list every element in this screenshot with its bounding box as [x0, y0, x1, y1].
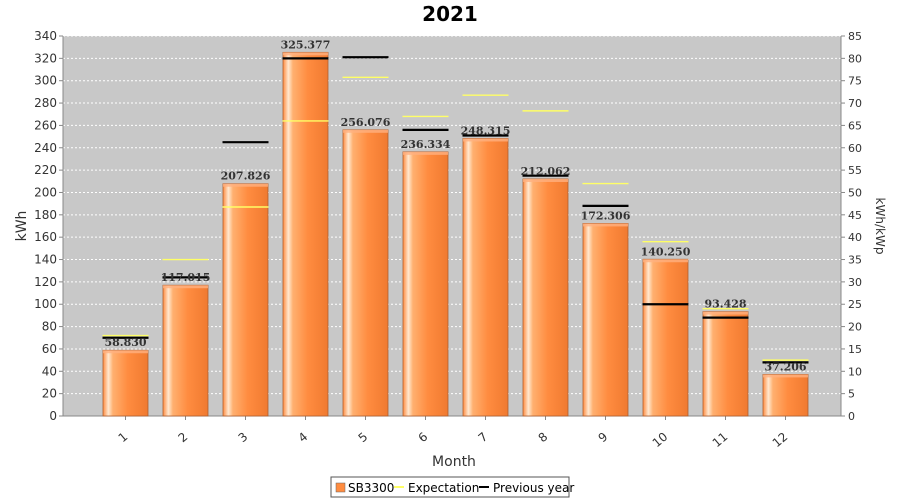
x-axis-label: Month: [432, 454, 476, 470]
bar: [522, 178, 569, 417]
y-tick-label: 140: [34, 253, 57, 267]
y2-tick-label: 80: [848, 52, 862, 65]
y-tick-label: 80: [42, 320, 57, 334]
legend-box: [330, 476, 570, 498]
bar-cap: [403, 151, 448, 155]
bar: [342, 129, 389, 417]
x-tick-label: 2: [176, 430, 191, 446]
y2-tick-label: 60: [848, 142, 862, 155]
y2-tick-label: 85: [848, 30, 862, 43]
y-tick-label: 300: [34, 74, 57, 88]
x-tick-label: 12: [770, 430, 791, 451]
bar-value-label: 212.062: [521, 165, 571, 178]
x-tick-label: 4: [296, 430, 311, 446]
markers: [102, 56, 809, 364]
value-labels: 58.830 117.015 207.826 325.377 256.076 236.33…: [104, 38, 806, 373]
y2-tick-label: 65: [848, 119, 862, 132]
y-tick-label: 100: [34, 297, 57, 311]
y2-tick-label: 15: [848, 343, 862, 356]
bar-value-label: 37.206: [764, 360, 806, 373]
y-tick-label: 220: [34, 163, 57, 177]
y2-tick-label: 75: [848, 75, 862, 88]
bar-value-label: 256.076: [341, 116, 391, 129]
bar-cap: [703, 311, 748, 315]
bar-cap: [763, 374, 808, 378]
bar-cap: [283, 52, 328, 56]
bar-cap: [343, 129, 388, 133]
y2-tick-label: 20: [848, 321, 862, 334]
y-tick-label: 60: [42, 342, 57, 356]
x-tick-label: 11: [710, 430, 731, 451]
bar: [702, 311, 749, 417]
bar-value-label: 93.428: [704, 298, 746, 311]
legend: SB3300 Expectation Previous year: [330, 476, 574, 498]
x-tick-label: 10: [650, 430, 671, 451]
bar: [402, 151, 449, 417]
bar: [222, 183, 269, 417]
legend-label-sb3300: SB3300: [348, 481, 394, 495]
y2-tick-label: 30: [848, 276, 862, 289]
legend-label-previous-year: Previous year: [493, 481, 574, 495]
y2-tick-label: 70: [848, 97, 862, 110]
bar-cap: [583, 223, 628, 227]
x-tick-label: 9: [596, 430, 611, 446]
bar-cap: [163, 285, 208, 289]
x-tick-label: 3: [236, 430, 251, 446]
y2-tick-label: 50: [848, 186, 862, 199]
x-tick-label: 5: [356, 430, 371, 446]
bar-cap: [223, 183, 268, 187]
chart-title: 2021: [422, 2, 478, 26]
bar-value-label: 117.015: [161, 271, 211, 284]
y2-tick-label: 45: [848, 209, 862, 222]
y2-axis-label: kWh/kWp: [873, 198, 887, 255]
y2-tick-label: 55: [848, 164, 862, 177]
legend-swatch-sb3300: [335, 482, 346, 493]
y2-tick-label: 5: [848, 388, 855, 401]
y-tick-label: 120: [34, 275, 57, 289]
bar-value-label: 325.377: [281, 38, 331, 51]
y-tick-label: 160: [34, 230, 57, 244]
bar: [282, 51, 329, 417]
y-tick-label: 340: [34, 29, 57, 43]
y2-tick-label: 0: [848, 410, 855, 423]
bars: [102, 51, 809, 417]
y-tick-label: 320: [34, 51, 57, 65]
legend-label-expectation: Expectation: [408, 481, 479, 495]
bar: [762, 374, 809, 417]
y-tick-label: 40: [42, 364, 57, 378]
bar: [462, 138, 509, 417]
y-tick-label: 180: [34, 208, 57, 222]
bar-value-label: 248.315: [461, 124, 511, 137]
x-tick-label: 7: [476, 430, 491, 446]
y-tick-label: 20: [42, 387, 57, 401]
bar-value-label: 140.250: [641, 245, 691, 258]
y2-tick-label: 40: [848, 231, 862, 244]
bar: [102, 349, 149, 417]
x-tick-label: 6: [416, 430, 431, 446]
bar-value-label: 172.306: [581, 209, 631, 222]
bar: [582, 223, 629, 417]
y-tick-label: 260: [34, 118, 57, 132]
bar: [162, 284, 209, 417]
bar-cap: [463, 138, 508, 142]
y2-tick-label: 10: [848, 365, 862, 378]
y-tick-label: 240: [34, 141, 57, 155]
y-tick-label: 280: [34, 96, 57, 110]
y-axis-label: kWh: [14, 211, 30, 242]
bar-value-label: 58.830: [104, 336, 146, 349]
bar-cap: [643, 259, 688, 263]
bar-cap: [523, 178, 568, 182]
x-tick-label: 8: [536, 430, 551, 446]
bar-value-label: 236.334: [401, 138, 451, 151]
bar-value-label: 207.826: [221, 170, 271, 183]
bar: [642, 258, 689, 417]
y2-tick-label: 25: [848, 298, 862, 311]
y-tick-label: 0: [49, 409, 57, 423]
y2-tick-label: 35: [848, 254, 862, 267]
y-tick-label: 200: [34, 185, 57, 199]
x-tick-label: 1: [116, 430, 131, 446]
bar-cap: [103, 350, 148, 354]
